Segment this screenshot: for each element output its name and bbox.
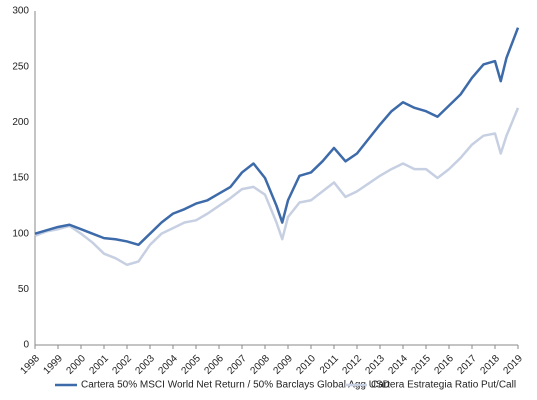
x-tick-label: 2013 [363,353,387,377]
y-tick-label: 50 [18,284,30,295]
x-tick-label: 2001 [87,353,111,377]
x-tick-label: 2015 [409,353,433,377]
x-tick-label: 1999 [41,353,65,377]
legend-label: Cartera Estrategia Ratio Put/Call [371,380,516,391]
series-line [34,27,520,247]
x-tick-label: 2009 [271,353,295,377]
y-tick-label: 200 [12,117,29,128]
x-tick-label: 2000 [64,353,88,377]
y-tick-label: 300 [12,6,29,17]
x-tick-label: 2018 [478,353,502,377]
x-tick-label: 2017 [455,353,479,377]
x-tick-label: 2012 [340,353,364,377]
x-tick-label: 2003 [133,353,157,377]
x-tick-label: 2006 [202,353,226,377]
x-tick-label: 2008 [248,353,272,377]
x-tick-label: 2011 [318,353,341,376]
x-tick-label: 2014 [386,353,410,377]
y-tick-label: 250 [12,61,29,72]
x-tick-label: 1998 [18,353,42,377]
y-tick-label: 150 [12,173,29,184]
y-tick-label: 100 [12,228,29,239]
x-tick-label: 2004 [156,353,180,377]
legend-label: Cartera 50% MSCI World Net Return / 50% … [81,380,390,391]
x-tick-label: 2019 [501,353,525,377]
series-line [34,107,520,267]
y-tick-label: 0 [23,340,29,351]
x-tick-label: 2002 [110,353,134,377]
x-tick-label: 2007 [225,353,249,377]
x-tick-label: 2010 [294,353,318,377]
x-tick-label: 2016 [432,353,456,377]
x-tick-label: 2005 [179,353,203,377]
